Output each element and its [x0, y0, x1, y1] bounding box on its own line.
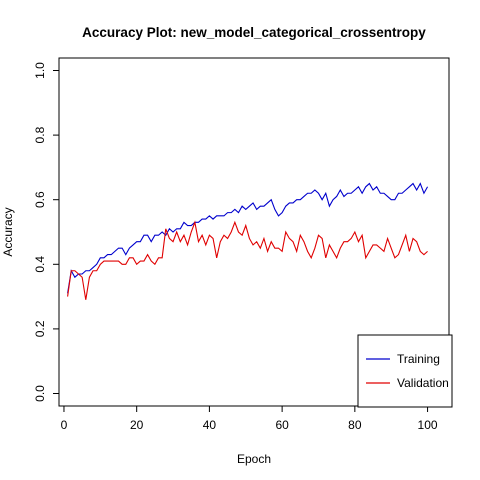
x-tick-label: 20 — [130, 418, 144, 432]
legend-label-training: Training — [397, 352, 440, 366]
y-axis-label: Accuracy — [1, 207, 15, 256]
x-tick-label: 60 — [275, 418, 289, 432]
x-tick-label: 40 — [203, 418, 217, 432]
y-tick-label: 0.4 — [33, 256, 47, 273]
y-tick-label: 0.6 — [33, 191, 47, 208]
x-tick-label: 0 — [61, 418, 68, 432]
legend: Training Validation — [357, 334, 453, 408]
series-layer — [67, 182, 429, 300]
legend-box — [357, 334, 453, 408]
series-line-validation — [67, 220, 428, 300]
series-line-training — [67, 182, 429, 294]
x-axis: 0 20 40 60 80 100 — [61, 405, 438, 432]
y-tick-label: 1.0 — [33, 62, 47, 79]
y-tick-label: 0.0 — [33, 385, 47, 402]
y-tick-label: 0.8 — [33, 126, 47, 143]
x-tick-label: 80 — [348, 418, 362, 432]
legend-label-validation: Validation — [397, 376, 449, 390]
chart-title: Accuracy Plot: new_model_categorical_cro… — [82, 25, 426, 40]
y-tick-label: 0.2 — [33, 320, 47, 337]
x-tick-label: 100 — [418, 418, 438, 432]
y-axis: 0.0 0.2 0.4 0.6 0.8 1.0 — [33, 62, 60, 402]
x-axis-label: Epoch — [237, 452, 271, 466]
